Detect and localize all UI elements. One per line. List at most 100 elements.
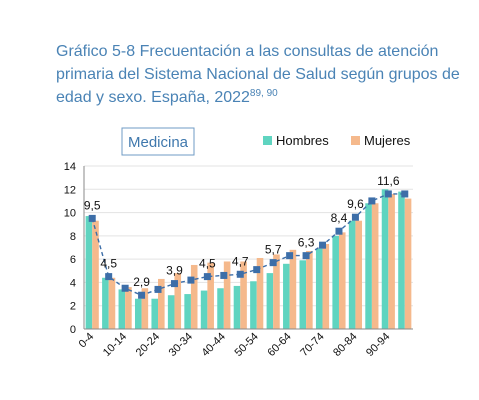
data-label: 4,5	[100, 257, 117, 271]
total-marker	[302, 252, 310, 260]
total-marker	[170, 280, 178, 288]
data-labels: 9,5 4,5 2,9 3,9 4,5 4,7 5,7 6,3 8,49,6 11,6	[84, 174, 400, 289]
total-marker	[286, 252, 294, 260]
medicina-label: Medicina	[128, 134, 189, 151]
data-label: 4,5	[199, 257, 216, 271]
bar-hombres	[102, 277, 109, 329]
data-label: 9,6	[347, 197, 364, 211]
total-marker	[319, 241, 327, 249]
x-tick-label: 0-4	[77, 331, 97, 351]
y-tick-label: 4	[70, 277, 76, 289]
bar-hombres	[85, 216, 93, 329]
bar-hombres	[118, 289, 126, 329]
total-marker	[269, 259, 277, 267]
total-marker	[401, 190, 409, 198]
x-tick-label: 10-14	[101, 331, 129, 359]
data-label: 2,9	[133, 275, 150, 289]
bar-hombres	[250, 281, 257, 329]
x-tick-label: 80-84	[331, 331, 359, 359]
bar-mujeres	[322, 244, 330, 329]
total-marker	[236, 270, 244, 278]
bar-mujeres	[289, 249, 297, 329]
total-marker	[384, 190, 392, 198]
x-tick-label: 40-44	[200, 331, 228, 359]
legend: Hombres Mujeres	[263, 133, 411, 148]
total-marker	[335, 227, 343, 235]
bar-mujeres	[190, 264, 198, 329]
bar-hombres	[365, 203, 372, 329]
bar-mujeres	[207, 262, 214, 329]
chart-title-text: Gráfico 5-8 Frecuentación a las consulta…	[56, 43, 460, 106]
y-tick-label: 10	[64, 208, 76, 220]
bar-hombres	[332, 235, 339, 329]
medicina-box: Medicina	[121, 127, 195, 156]
bar-mujeres	[388, 193, 395, 329]
bar-hombres	[134, 298, 142, 329]
bar-hombres	[167, 295, 175, 329]
y-tick-label: 8	[70, 231, 76, 243]
bar-mujeres	[223, 261, 231, 329]
bar-mujeres	[404, 198, 412, 329]
x-tick-label: 30-34	[167, 331, 195, 359]
x-tick-label: 70-74	[298, 331, 326, 359]
bar-mujeres	[355, 220, 363, 329]
bar-hombres	[151, 298, 159, 329]
total-marker	[121, 284, 129, 292]
total-marker	[105, 273, 113, 281]
bar-mujeres	[108, 277, 116, 329]
medicina-box-frame	[121, 127, 195, 156]
total-marker	[351, 213, 359, 221]
bar-mujeres	[240, 261, 247, 329]
y-tick-label: 12	[64, 184, 76, 196]
data-label: 9,5	[84, 198, 101, 212]
bar-mujeres	[256, 257, 264, 329]
y-tick-label: 2	[70, 301, 76, 313]
bar-hombres	[184, 294, 191, 329]
total-marker	[368, 197, 376, 205]
bar-hombres	[200, 290, 208, 329]
x-tick-label: 90-94	[364, 331, 392, 359]
data-label: 8,4	[331, 211, 348, 225]
title-superscript: 89, 90	[249, 88, 278, 99]
x-tick-label: 60-64	[265, 331, 293, 359]
legend-label-hombres: Hombres	[276, 133, 329, 148]
y-tick-label: 6	[70, 254, 76, 266]
bar-mujeres	[92, 220, 99, 329]
data-label: 6,3	[298, 236, 315, 250]
bar-mujeres	[338, 232, 346, 329]
total-marker	[253, 266, 261, 274]
bar-hombres	[217, 288, 224, 329]
bar-mujeres	[174, 273, 182, 329]
x-tick-label: 50-54	[232, 331, 260, 359]
bar-mujeres	[306, 250, 313, 329]
total-marker	[138, 291, 146, 299]
bar-hombres	[348, 220, 356, 329]
data-label: 11,6	[377, 174, 400, 188]
legend-swatch-hombres	[263, 136, 272, 145]
bar-mujeres	[371, 203, 379, 329]
y-tick-label: 14	[64, 161, 76, 173]
bars	[85, 189, 412, 329]
total-line	[88, 190, 409, 299]
bar-hombres	[233, 285, 241, 329]
bar-mujeres	[141, 288, 149, 329]
chart-title: Gráfico 5-8 Frecuentación a las consulta…	[56, 40, 466, 109]
legend-label-mujeres: Mujeres	[364, 133, 411, 148]
legend-swatch-mujeres	[351, 136, 360, 145]
bar-mujeres	[158, 278, 165, 329]
y-tick-label: 0	[70, 324, 76, 336]
bar-hombres	[266, 273, 274, 329]
total-marker	[220, 271, 228, 279]
bar-hombres	[299, 260, 307, 329]
total-marker	[154, 285, 162, 293]
bar-hombres	[398, 191, 405, 329]
x-tick-label: 20-24	[134, 331, 162, 359]
data-label: 5,7	[265, 243, 282, 257]
bar-hombres	[381, 189, 389, 329]
bar-hombres	[283, 263, 290, 329]
bar-hombres	[315, 248, 323, 329]
total-marker	[88, 214, 96, 222]
total-marker	[187, 276, 195, 284]
bar-mujeres	[125, 287, 132, 329]
